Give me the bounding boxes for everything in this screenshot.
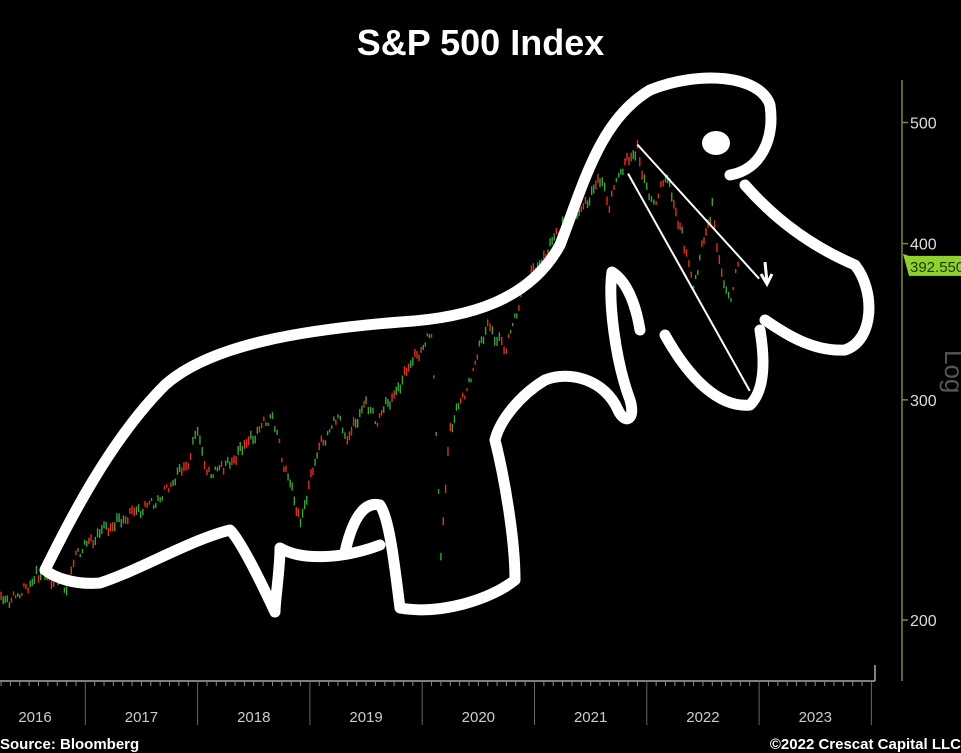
chart-title: S&P 500 Index xyxy=(356,22,605,63)
copyright-note: ©2022 Crescat Capital LLC xyxy=(769,736,961,753)
x-tick-label: 2018 xyxy=(237,709,270,726)
trendline xyxy=(636,143,760,280)
y-axis: 200 300 400 500 392.550 Log xyxy=(901,80,961,681)
down-arrow-icon xyxy=(759,261,774,288)
x-tick-label: 2016 xyxy=(18,709,51,726)
dinosaur-drawing xyxy=(39,72,875,618)
x-axis: 2016 2017 2018 2019 2020 2021 2022 2023 xyxy=(0,665,876,726)
y-tick-label: 200 xyxy=(910,613,937,630)
trendline xyxy=(627,173,751,392)
x-tick-label: 2023 xyxy=(799,709,832,726)
last-value-label: 392.550 xyxy=(910,259,961,276)
y-tick-label: 500 xyxy=(910,115,937,132)
x-tick-label: 2019 xyxy=(349,709,382,726)
x-tick-label: 2022 xyxy=(686,709,719,726)
x-tick-label: 2020 xyxy=(462,709,495,726)
y-tick-label: 300 xyxy=(910,393,937,410)
last-value-badge xyxy=(903,253,961,276)
x-tick-label: 2021 xyxy=(574,709,607,726)
log-scale-label: Log xyxy=(939,350,961,393)
y-tick-label: 400 xyxy=(910,237,937,254)
x-tick-label: 2017 xyxy=(125,709,158,726)
trendlines xyxy=(627,143,760,392)
dinosaur-outline xyxy=(39,72,875,618)
source-note: Source: Bloomberg xyxy=(0,736,140,753)
dinosaur-eye xyxy=(702,131,730,155)
